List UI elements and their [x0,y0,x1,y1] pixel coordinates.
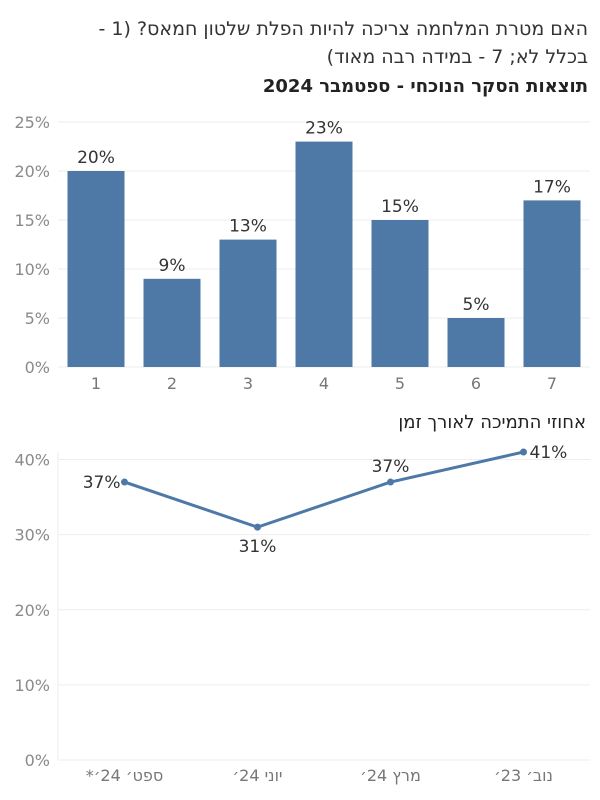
bar-value-label: 17% [533,177,571,197]
line-y-tick-label: 0% [25,751,50,770]
bar [523,200,581,367]
bar-value-label: 9% [159,256,186,276]
line-x-tick-label: יוני 24׳ [232,766,282,785]
line-value-label: 37% [83,473,121,493]
bar-x-tick-label: 6 [471,374,481,393]
line-point [121,478,128,486]
bar-x-tick-label: 1 [91,374,101,393]
line-x-tick-label: נוב׳ 23׳ [494,766,553,785]
bar [143,278,201,367]
bar [219,239,277,367]
bar-y-tick-label: 5% [25,309,50,328]
bar-value-label: 13% [229,217,267,237]
line-x-tick-label: מרץ 24׳ [360,766,421,785]
bar-y-tick-label: 10% [14,260,50,279]
line-value-label: 31% [239,537,277,557]
line-y-tick-label: 20% [14,601,50,620]
bar-x-tick-label: 4 [319,374,329,393]
line-y-tick-label: 40% [14,451,50,470]
line-value-label: 41% [530,443,568,463]
question-line-1: האם מטרת המלחמה צריכה להיות הפלת שלטון ח… [98,18,589,40]
line-point [254,523,261,531]
series-line [124,450,524,529]
bar [67,171,125,367]
bar-x-tick-label: 2 [167,374,177,393]
line-value-label: 37% [372,457,410,477]
bar-value-label: 20% [77,148,115,168]
bar-y-tick-label: 20% [14,162,50,181]
line-chart-title: אחוזי התמיכה לאורך זמן [398,412,586,433]
bar-x-tick-label: 3 [243,374,253,393]
bar [371,220,429,367]
line-y-tick-label: 10% [14,676,50,695]
line-x-tick-label: ספט׳ 24׳* [86,766,164,785]
bar [447,318,505,367]
line-y-tick-label: 30% [14,526,50,545]
bar-value-label: 5% [463,295,490,315]
bar-value-label: 23% [305,119,343,139]
bar-y-tick-label: 25% [14,113,50,132]
bar-value-label: 15% [381,197,419,217]
line-point [387,478,394,486]
bar-x-tick-label: 7 [547,374,557,393]
bar-y-tick-label: 15% [14,211,50,230]
bar-y-tick-label: 0% [25,358,50,377]
bar-x-tick-label: 5 [395,374,405,393]
question-line-2: בכלל לא; 7 - במידה רבה מאוד) [326,46,588,68]
line-point [520,448,527,456]
bar [295,141,353,367]
bar-chart-title: תוצאות הסקר הנוכחי - ספטמבר 2024 [262,76,588,97]
